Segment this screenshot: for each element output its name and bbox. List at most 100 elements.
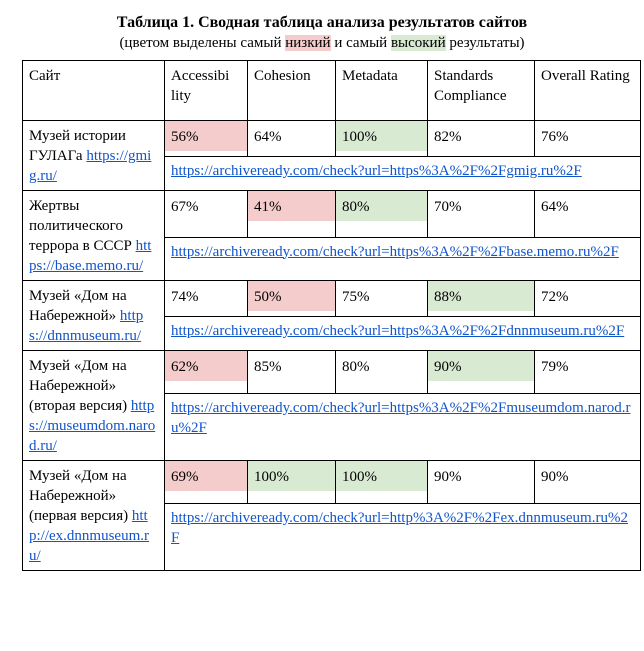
table-title: Таблица 1. Сводная таблица анализа резул… (116, 14, 528, 31)
table-row: Жертвы политического террора в СССР http… (22, 190, 641, 281)
archiveready-check-link[interactable]: https://archiveready.com/check?url=https… (171, 323, 625, 340)
value-cell-standards-compliance: 70% (427, 190, 535, 238)
value-cell-accessibility: 56% (164, 119, 248, 158)
value-standards-compliance: 82% (434, 129, 462, 145)
table-row-check: https://archiveready.com/check?url=https… (23, 156, 641, 191)
site-name: Музей «Дом на Набережной» (первая версия… (29, 468, 129, 524)
table-subtitle: (цветом выделены самый низкий и самый вы… (0, 34, 644, 52)
header-metadata: Metadata (335, 60, 428, 121)
archiveready-check-link[interactable]: https://archiveready.com/check?url=https… (171, 243, 619, 260)
site-name: Музей «Дом на Набережной» (29, 288, 127, 324)
value-accessibility: 74% (171, 289, 199, 305)
value-standards-compliance: 88% (428, 281, 534, 311)
archiveready-check-link[interactable]: https://archiveready.com/check?url=https… (171, 399, 631, 436)
value-cell-cohesion: 64% (247, 119, 336, 158)
subtitle-low-word: низкий (285, 35, 331, 51)
site-cell: Музей «Дом на Набережной» (первая версия… (22, 460, 165, 571)
site-cell: Музей «Дом на Набережной» (вторая версия… (22, 350, 165, 461)
check-url-cell: https://archiveready.com/check?url=https… (164, 236, 641, 281)
value-metadata: 100% (336, 121, 427, 151)
check-url-cell: https://archiveready.com/check?url=https… (164, 316, 641, 351)
site-name: Музей истории ГУЛАГа (29, 128, 126, 164)
site-link[interactable]: https://base.memo.ru/ (29, 238, 152, 274)
site-link[interactable]: https://dnnmuseum.ru/ (29, 308, 144, 344)
value-cell-cohesion: 85% (247, 350, 336, 394)
value-cohesion: 100% (248, 461, 335, 491)
value-standards-compliance: 90% (434, 469, 462, 485)
value-cell-metadata: 100% (335, 460, 428, 504)
archiveready-check-link[interactable]: https://archiveready.com/check?url=http%… (171, 509, 628, 546)
subtitle-pre: (цветом выделены самый (119, 35, 286, 51)
site-name: Музей «Дом на Набережной» (вторая версия… (29, 358, 128, 414)
header-row: Сайт Accessibi lity Cohesion Metadata St… (22, 60, 641, 121)
value-cell-standards-compliance: 90% (427, 350, 535, 394)
value-cohesion: 64% (254, 129, 282, 145)
value-overall-rating: 72% (541, 289, 569, 305)
value-cell-accessibility: 67% (164, 190, 248, 238)
value-accessibility: 67% (171, 199, 199, 215)
header-overall-rating: Overall Rating (534, 60, 641, 121)
value-metadata: 80% (342, 359, 370, 375)
value-cell-cohesion: 100% (247, 460, 336, 504)
site-cell: Жертвы политического террора в СССР http… (22, 190, 165, 281)
site-name: Жертвы политического террора в СССР (29, 198, 132, 254)
value-cell-standards-compliance: 88% (427, 279, 535, 318)
header-standards-compliance: Standards Compliance (427, 60, 535, 121)
table-row-check: https://archiveready.com/check?url=https… (23, 236, 641, 281)
site-link[interactable]: https://museumdom.narod.ru/ (29, 398, 156, 454)
site-link[interactable]: https://gmig.ru/ (29, 148, 152, 184)
check-url-cell: https://archiveready.com/check?url=https… (164, 392, 641, 462)
subtitle-mid: и самый (330, 35, 391, 51)
value-cell-accessibility: 74% (164, 279, 248, 318)
value-overall-rating: 79% (541, 359, 569, 375)
value-metadata: 80% (336, 191, 427, 221)
value-accessibility: 56% (165, 121, 247, 151)
value-cell-cohesion: 50% (247, 279, 336, 318)
archiveready-check-link[interactable]: https://archiveready.com/check?url=https… (171, 163, 582, 180)
value-cell-accessibility: 69% (164, 460, 248, 504)
value-accessibility: 69% (165, 461, 247, 491)
value-metadata: 100% (336, 461, 427, 491)
value-overall-rating: 90% (541, 469, 569, 485)
check-url-cell: https://archiveready.com/check?url=http%… (164, 502, 641, 572)
value-cohesion: 41% (248, 191, 335, 221)
value-overall-rating: 64% (541, 199, 569, 215)
value-cell-metadata: 80% (335, 350, 428, 394)
header-cohesion: Cohesion (247, 60, 336, 121)
value-cell-metadata: 75% (335, 279, 428, 318)
table-row-check: https://archiveready.com/check?url=http%… (23, 502, 641, 572)
value-accessibility: 62% (165, 351, 247, 381)
table-row: Музей «Дом на Набережной» (первая версия… (22, 460, 641, 571)
value-standards-compliance: 70% (434, 199, 462, 215)
site-cell: Музей истории ГУЛАГа https://gmig.ru/ (22, 120, 165, 191)
table-row: Музей «Дом на Набережной» (вторая версия… (22, 350, 641, 461)
value-cell-overall-rating: 72% (534, 279, 641, 318)
value-cell-metadata: 80% (335, 190, 428, 238)
site-link[interactable]: http://ex.dnnmuseum.ru/ (29, 508, 149, 564)
value-cell-metadata: 100% (335, 119, 428, 158)
value-cell-standards-compliance: 82% (427, 119, 535, 158)
value-cell-overall-rating: 64% (534, 190, 641, 238)
value-cell-cohesion: 41% (247, 190, 336, 238)
value-cell-overall-rating: 79% (534, 350, 641, 394)
header-site: Сайт (22, 60, 165, 121)
results-table: Сайт Accessibi lity Cohesion Metadata St… (22, 60, 641, 572)
value-cell-accessibility: 62% (164, 350, 248, 394)
subtitle-post: результаты) (445, 35, 525, 51)
value-metadata: 75% (342, 289, 370, 305)
value-cell-overall-rating: 90% (534, 460, 641, 504)
header-accessibility: Accessibi lity (164, 60, 248, 121)
value-standards-compliance: 90% (428, 351, 534, 381)
value-cohesion: 50% (248, 281, 335, 311)
table-row-check: https://archiveready.com/check?url=https… (23, 392, 641, 462)
value-cell-standards-compliance: 90% (427, 460, 535, 504)
check-url-cell: https://archiveready.com/check?url=https… (164, 156, 641, 191)
table-row: Музей «Дом на Набережной» https://dnnmus… (22, 279, 641, 351)
value-cell-overall-rating: 76% (534, 119, 641, 158)
subtitle-high-word: высокий (390, 35, 446, 51)
site-cell: Музей «Дом на Набережной» https://dnnmus… (22, 280, 165, 351)
table-row: Музей истории ГУЛАГа https://gmig.ru/56%… (22, 119, 641, 191)
value-overall-rating: 76% (541, 129, 569, 145)
table-row-check: https://archiveready.com/check?url=https… (23, 316, 641, 351)
value-cohesion: 85% (254, 359, 282, 375)
